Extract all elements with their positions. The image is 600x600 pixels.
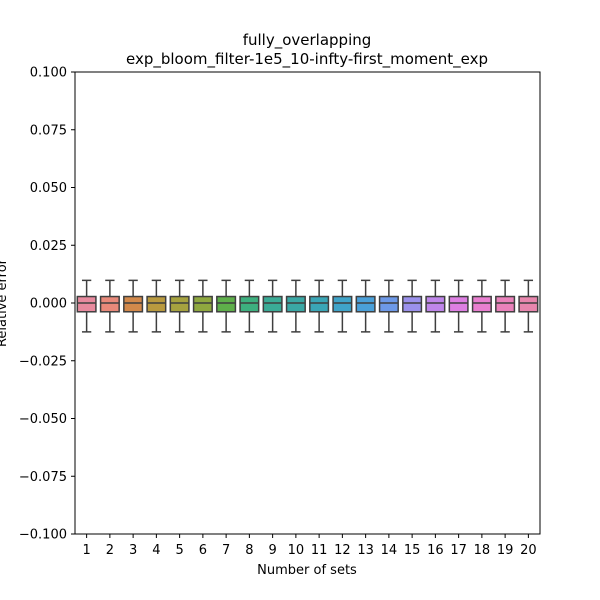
- x-tick-label: 15: [404, 543, 421, 558]
- y-tick-label: 0.075: [30, 123, 67, 138]
- box-body: [518, 295, 539, 313]
- box-body: [402, 295, 423, 313]
- x-tick-label: 9: [268, 543, 276, 558]
- box-19: [495, 279, 516, 333]
- x-tick-label: 10: [288, 543, 305, 558]
- x-tick-label: 8: [245, 543, 253, 558]
- chart-title-line-1: fully_overlapping: [243, 31, 372, 50]
- box-20: [518, 279, 539, 333]
- box-4: [146, 279, 167, 333]
- box-body: [285, 295, 306, 313]
- box-17: [448, 279, 469, 333]
- y-tick-label: 0.000: [30, 297, 67, 312]
- box-body: [123, 295, 144, 313]
- x-tick-label: 1: [82, 543, 90, 558]
- x-tick-label: 14: [381, 543, 398, 558]
- box-9: [262, 279, 283, 333]
- box-body: [309, 295, 330, 313]
- box-16: [425, 279, 446, 333]
- y-tick-label: 0.100: [30, 66, 67, 81]
- box-15: [402, 279, 423, 333]
- x-axis-label: Number of sets: [257, 563, 357, 578]
- box-body: [99, 295, 120, 313]
- box-body: [146, 295, 167, 313]
- box-body: [378, 295, 399, 313]
- box-6: [192, 279, 213, 333]
- plot-area-frame: [74, 71, 541, 535]
- x-tick-label: 13: [357, 543, 374, 558]
- y-tick-label: 0.050: [30, 181, 67, 196]
- x-tick-label: 4: [152, 543, 160, 558]
- plot-marks: [76, 279, 539, 333]
- box-11: [309, 279, 330, 333]
- box-8: [239, 279, 260, 333]
- x-tick-label: 18: [474, 543, 491, 558]
- box-body: [425, 295, 446, 313]
- box-3: [123, 279, 144, 333]
- x-tick-label: 12: [334, 543, 351, 558]
- y-axis-label: Relative error: [0, 258, 10, 347]
- box-body: [216, 295, 237, 313]
- box-14: [378, 279, 399, 333]
- box-body: [76, 295, 97, 313]
- y-tick-label: −0.075: [19, 470, 67, 485]
- x-tick-label: 6: [199, 543, 207, 558]
- box-5: [169, 279, 190, 333]
- box-body: [495, 295, 516, 313]
- box-body: [332, 295, 353, 313]
- box-18: [471, 279, 492, 333]
- box-body: [355, 295, 376, 313]
- box-body: [192, 295, 213, 313]
- box-body: [239, 295, 260, 313]
- y-tick-label: −0.050: [19, 412, 67, 427]
- box-body: [471, 295, 492, 313]
- box-body: [262, 295, 283, 313]
- y-axis: −0.100 −0.075 −0.050 −0.025 0.000 0.025 0.050 0…: [19, 66, 75, 543]
- box-13: [355, 279, 376, 333]
- x-tick-label: 19: [497, 543, 514, 558]
- box-7: [216, 279, 237, 333]
- x-axis: 1 2 3 4 5 6 7 8 9 10 11 12 13 14 15 16 17 18 19 20: [82, 534, 537, 558]
- x-tick-label: 3: [129, 543, 137, 558]
- x-tick-label: 5: [175, 543, 183, 558]
- y-tick-label: −0.025: [19, 354, 67, 369]
- box-12: [332, 279, 353, 333]
- chart-title-line-2: exp_bloom_filter-1e5_10-infty-first_mome…: [126, 50, 488, 69]
- box-2: [99, 279, 120, 333]
- y-tick-label: 0.025: [30, 239, 67, 254]
- x-tick-label: 2: [106, 543, 114, 558]
- box-10: [285, 279, 306, 333]
- x-tick-label: 11: [311, 543, 328, 558]
- box-body: [448, 295, 469, 313]
- x-tick-label: 17: [450, 543, 467, 558]
- box-1: [76, 279, 97, 333]
- x-tick-label: 20: [520, 543, 537, 558]
- x-tick-label: 7: [222, 543, 230, 558]
- y-tick-label: −0.100: [19, 528, 67, 543]
- box-body: [169, 295, 190, 313]
- x-tick-label: 16: [427, 543, 444, 558]
